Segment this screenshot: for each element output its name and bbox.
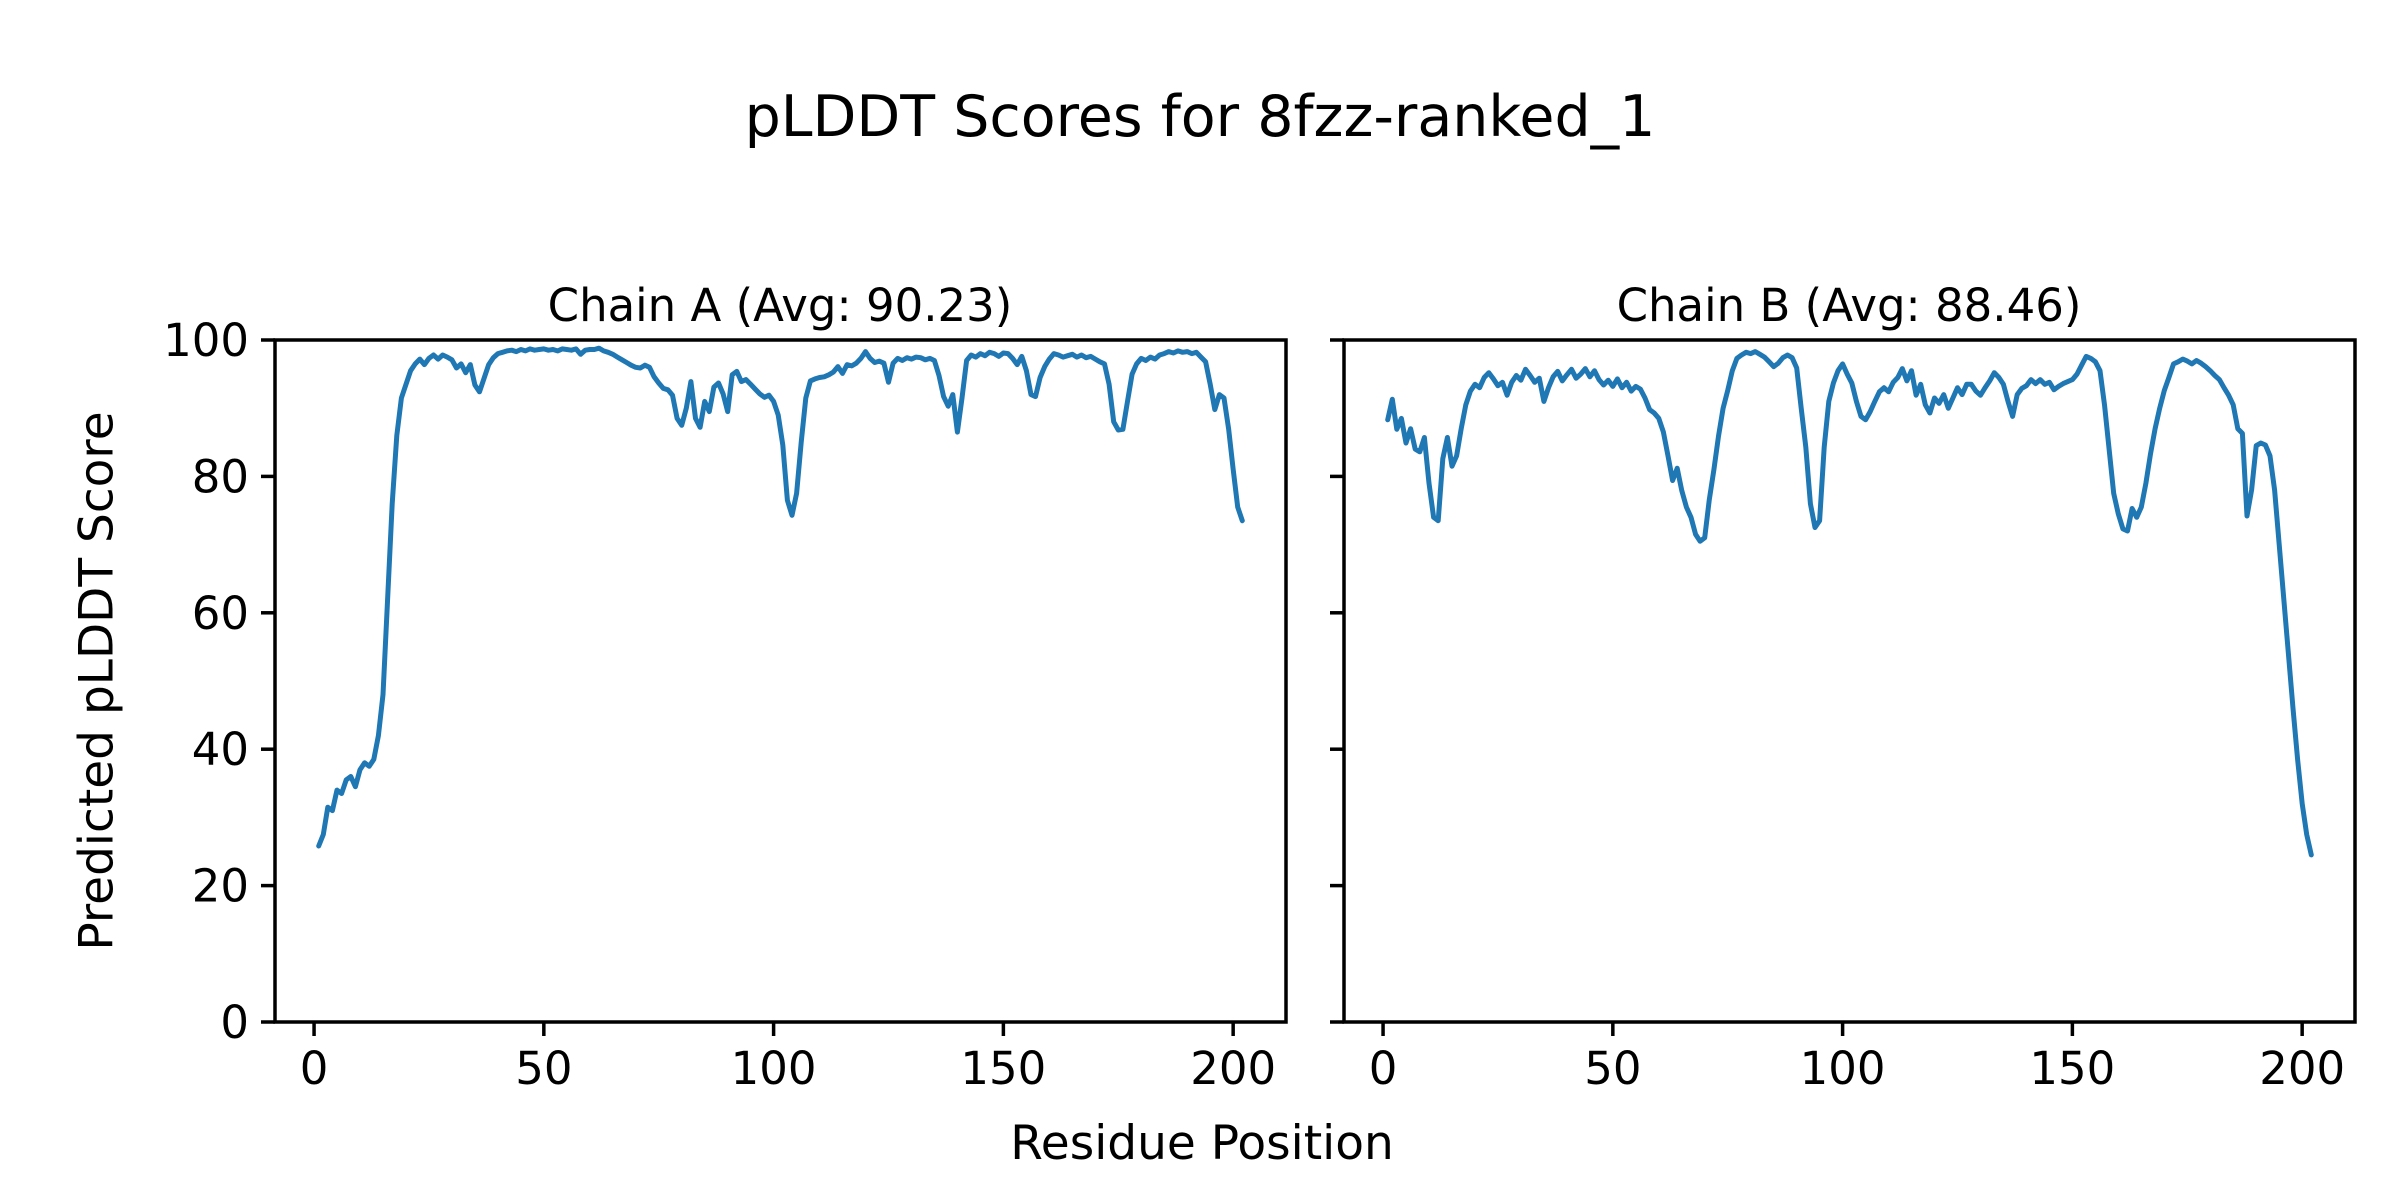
x-tick-label: 150 [2029,1042,2115,1095]
x-tick-label: 0 [300,1042,329,1095]
subplot-a-title: Chain A (Avg: 90.23) [547,279,1013,332]
y-tick-label: 60 [192,587,249,640]
x-tick-label: 200 [2259,1042,2345,1095]
y-tick-label: 80 [192,450,249,503]
figure-title: pLDDT Scores for 8fzz-ranked_1 [744,84,1656,150]
axes-frame [273,338,1288,1024]
x-tick-label: 200 [1190,1042,1276,1095]
y-axis-label: Predicted pLDDT Score [69,411,125,951]
x-axis-label: Residue Position [1010,1116,1394,1171]
y-tick-label: 20 [192,860,249,913]
x-tick-label: 50 [1584,1042,1641,1095]
x-tick-label: 100 [1800,1042,1886,1095]
x-tick-label: 0 [1369,1042,1398,1095]
x-tick-label: 150 [960,1042,1046,1095]
axes-frame [1342,338,2357,1024]
plddt-line-chain-b [1385,349,2314,858]
subplot-chain-a: 0 50 100 150 200 0 20 40 60 80 100 [163,314,1288,1095]
subplot-b-title: Chain B (Avg: 88.46) [1616,279,2082,332]
y-tick-label: 0 [220,996,249,1049]
plddt-line-chain-a [316,345,1245,849]
subplot-chain-b: 0 50 100 150 200 [1330,338,2357,1095]
x-tick-label: 100 [731,1042,817,1095]
y-tick-label: 100 [163,314,249,367]
y-tick-label: 40 [192,723,249,776]
x-tick-label: 50 [515,1042,572,1095]
